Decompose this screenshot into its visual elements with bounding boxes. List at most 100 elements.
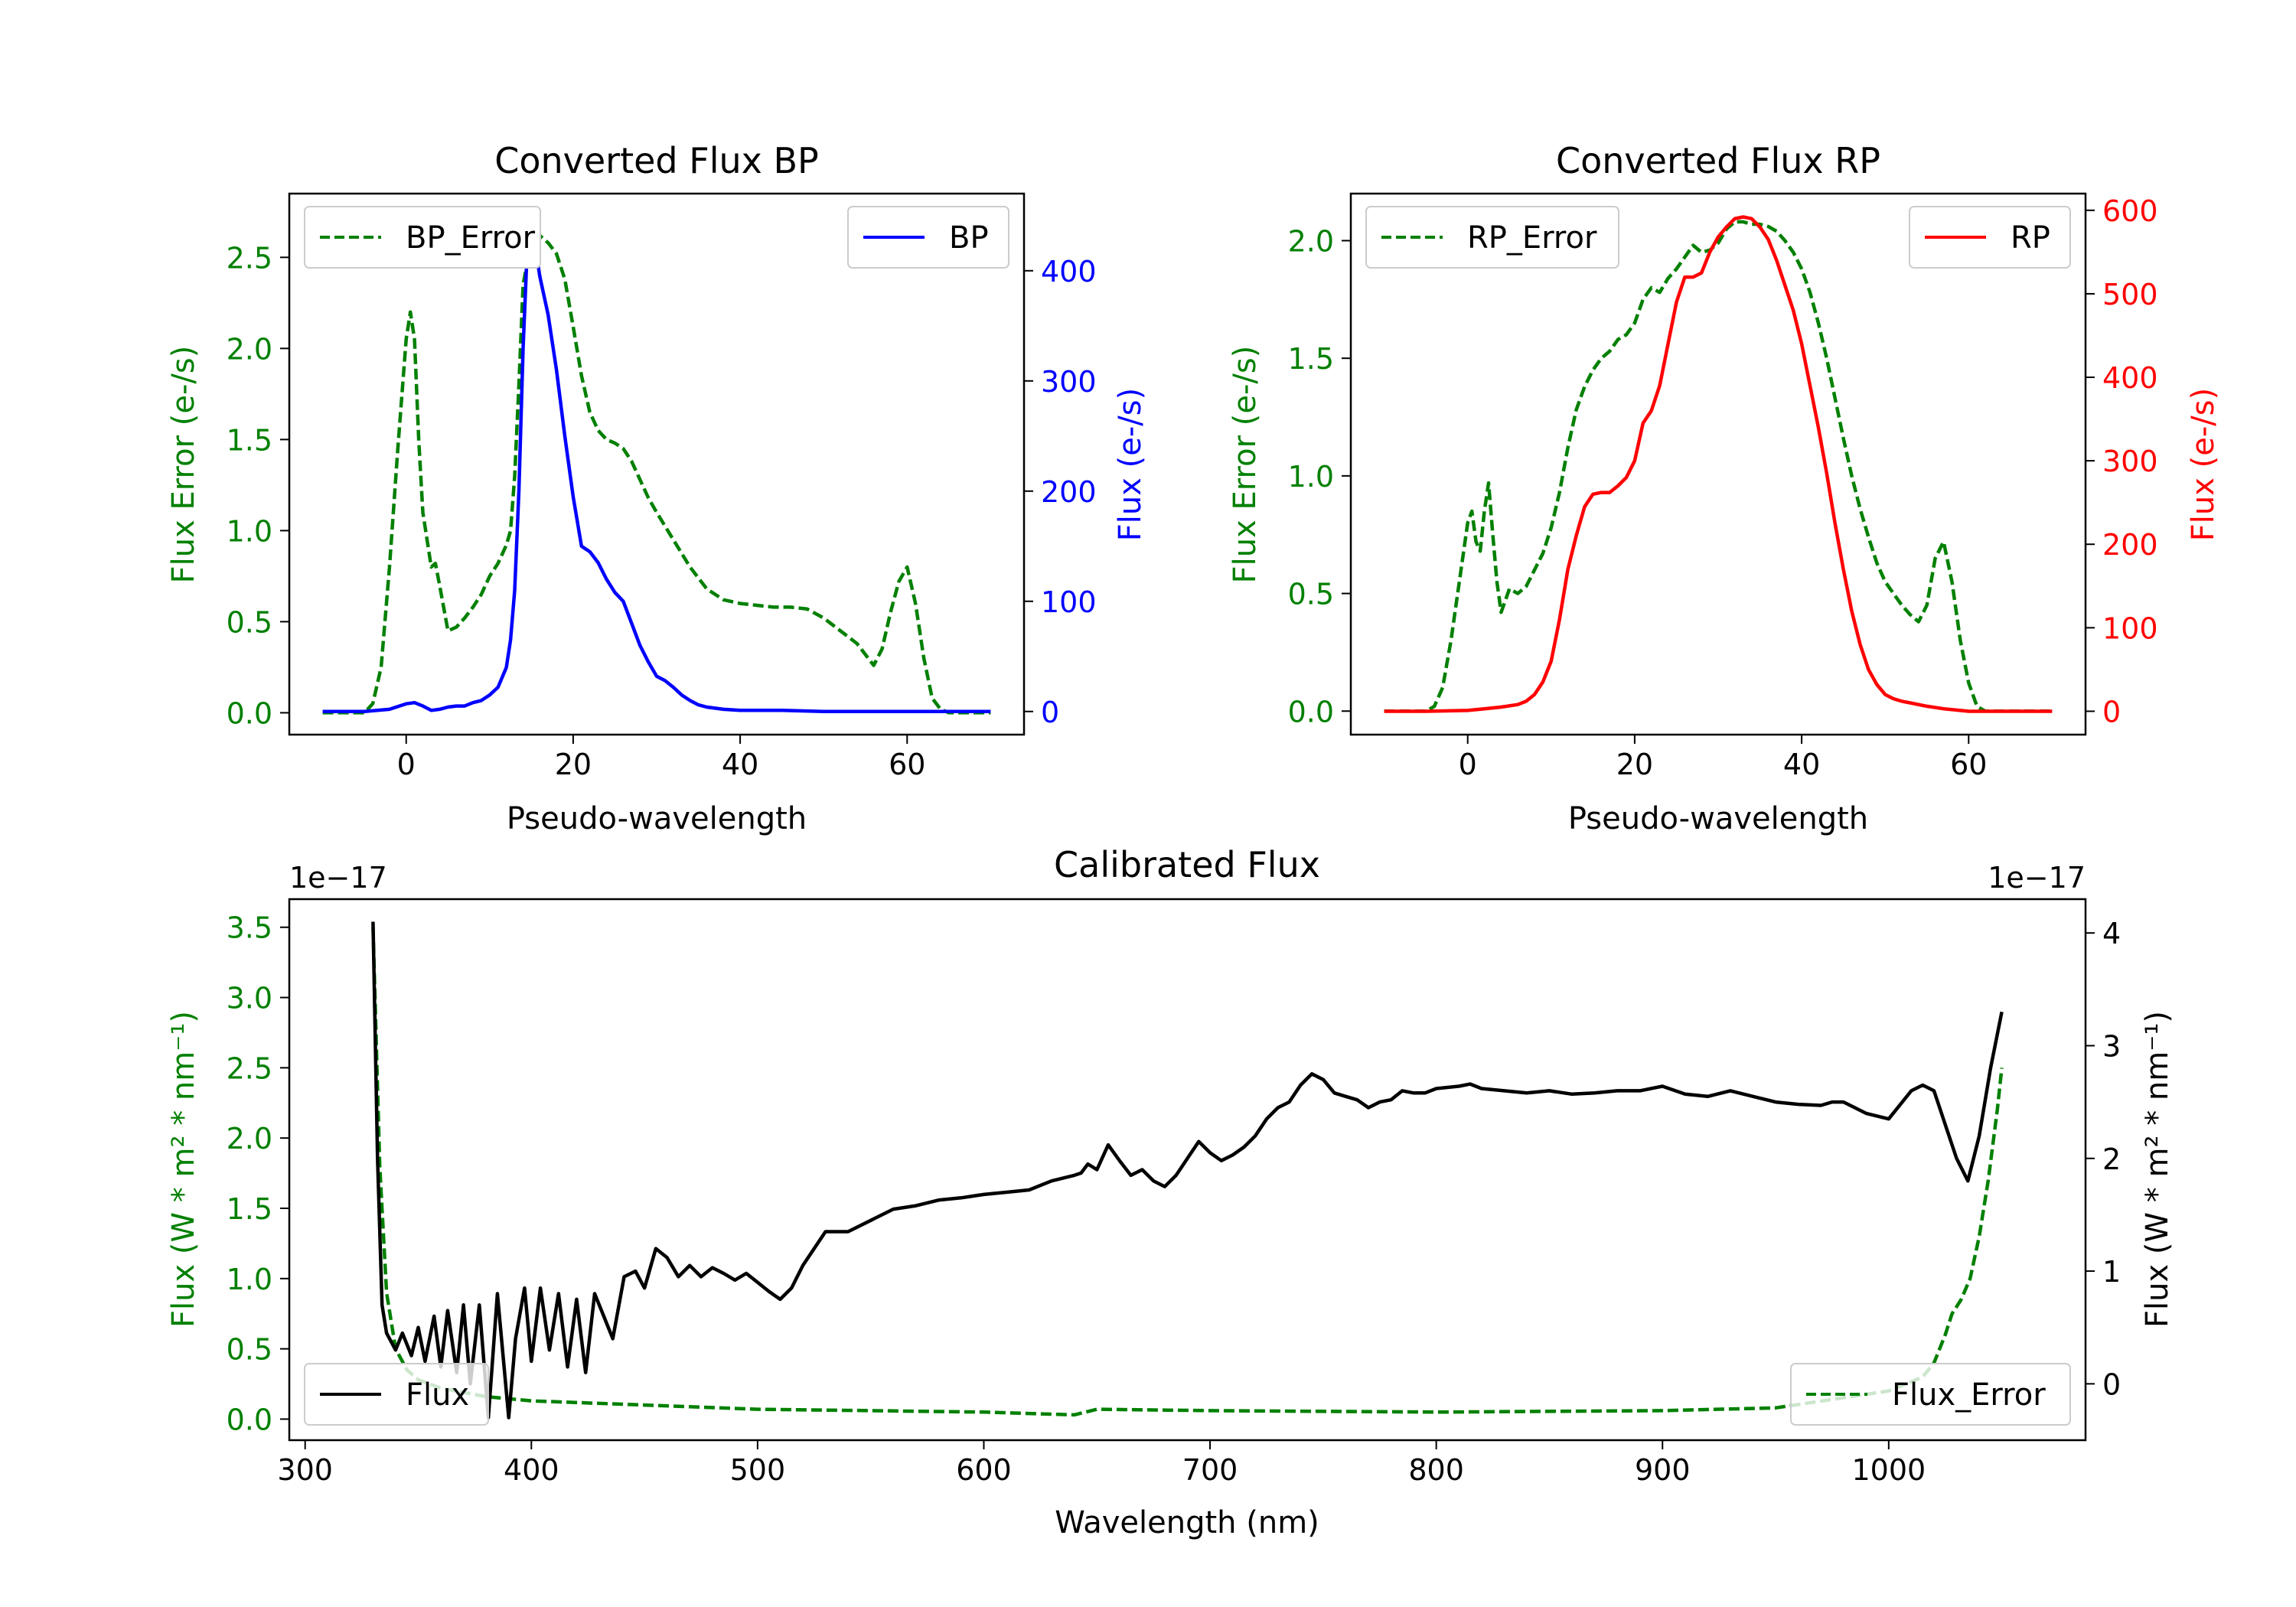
bp-left-y-tick-label: 2.5 (227, 241, 272, 275)
rp-x-tick-label: 40 (1783, 748, 1820, 781)
rp-right-y-tick-label: 500 (2102, 278, 2158, 311)
calibrated-left-y-tick-label: 3.0 (227, 982, 272, 1015)
calibrated-right-y-axis-label: Flux (W * m² * nm⁻¹) (2140, 1011, 2175, 1328)
calibrated-x-tick-label: 900 (1635, 1453, 1691, 1487)
rp-series-rp-error-line (1384, 220, 2053, 713)
rp-x-tick-label: 60 (1950, 748, 1987, 781)
flux-error-legend-box (1790, 1363, 2071, 1426)
rp-right-y-tick-label: 300 (2102, 445, 2158, 478)
calibrated-x-axis-label: Wavelength (nm) (1055, 1505, 1319, 1540)
calibrated-axes-frame (288, 898, 2087, 1442)
bp-left-y-tick-label: 1.5 (227, 423, 272, 457)
rp-x-tick-label: 20 (1616, 748, 1653, 781)
calibrated-left-y-tick-label: 0.0 (227, 1403, 272, 1436)
rp-axes-frame (1349, 192, 2087, 736)
calibrated-left-y-tick-label: 1.5 (227, 1192, 272, 1226)
bp-x-tick-label: 20 (555, 748, 592, 781)
rp-x-ticks: 0 20 40 60 (1459, 735, 1987, 781)
bp-left-y-tick-label: 0.5 (227, 605, 272, 639)
bp-panel-title: Converted Flux BP (494, 140, 819, 181)
rp-panel-title: Converted Flux RP (1556, 140, 1880, 181)
calibrated-x-tick-label: 500 (730, 1453, 786, 1487)
calibrated-x-tick-label: 400 (504, 1453, 559, 1487)
calibrated-left-offset-text: 1e−17 (289, 861, 387, 895)
rp-left-y-tick-label: 2.0 (1288, 224, 1334, 258)
rp-error-legend-box (1365, 206, 1619, 269)
calibrated-right-y-tick-label: 3 (2102, 1029, 2121, 1063)
calibrated-right-y-tick-label: 0 (2102, 1367, 2121, 1401)
bp-series-bp-line (322, 219, 991, 714)
rp-right-y-tick-label: 400 (2102, 361, 2158, 395)
rp-x-tick-label: 0 (1459, 748, 1477, 781)
bp-legend-box (847, 206, 1009, 269)
calibrated-x-tick-label: 300 (277, 1453, 333, 1487)
rp-left-y-tick-label: 1.5 (1288, 342, 1334, 376)
calibrated-right-offset-text: 1e−17 (1988, 861, 2086, 895)
rp-plot-area (1384, 215, 2053, 713)
rp-left-y-tick-label: 1.0 (1288, 460, 1334, 494)
bp-right-y-axis-label: Flux (e-/s) (1113, 388, 1148, 541)
rp-left-y-ticks: 0.0 0.5 1.0 1.5 2.0 (1288, 224, 1351, 729)
flux-error-legend: Flux_Error (1790, 1363, 2071, 1426)
rp-left-y-tick-label: 0.0 (1288, 695, 1334, 729)
bp-right-y-tick-label: 200 (1041, 475, 1097, 509)
bp-error-legend-label: BP_Error (406, 220, 536, 256)
rp-right-y-axis-label: Flux (e-/s) (2186, 388, 2221, 541)
calibrated-right-y-tick-label: 4 (2102, 917, 2121, 950)
rp-right-y-tick-label: 600 (2102, 194, 2158, 228)
rp-error-legend: RP_Error (1365, 206, 1619, 269)
bp-right-y-ticks: 0 100 200 300 400 (1024, 255, 1097, 729)
calibrated-left-y-tick-label: 3.5 (227, 911, 272, 945)
rp-legend-label: RP (2011, 220, 2050, 256)
calibrated-left-y-tick-label: 2.0 (227, 1122, 272, 1156)
bp-left-y-ticks: 0.0 0.5 1.0 1.5 2.0 2.5 (227, 241, 289, 730)
calibrated-series-flux-line (371, 921, 2004, 1420)
calibrated-right-y-tick-label: 2 (2102, 1143, 2121, 1176)
rp-x-axis-label: Pseudo-wavelength (1568, 801, 1868, 836)
calibrated-plot-area (371, 921, 2004, 1420)
calibrated-left-y-tick-label: 1.0 (227, 1263, 272, 1296)
flux-legend-label: Flux (406, 1377, 469, 1413)
calibrated-left-y-tick-label: 0.5 (227, 1333, 272, 1367)
bp-left-y-tick-label: 1.0 (227, 514, 272, 548)
calibrated-panel-title: Calibrated Flux (1054, 844, 1320, 885)
bp-error-legend-box (304, 206, 541, 269)
bp-series-bp-error-line (322, 233, 991, 715)
calibrated-x-tick-label: 1000 (1851, 1453, 1926, 1487)
bp-right-y-tick-label: 300 (1041, 365, 1097, 399)
flux-error-legend-label: Flux_Error (1892, 1377, 2046, 1413)
calibrated-right-y-ticks: 0 1 2 3 4 (2086, 917, 2121, 1401)
rp-error-legend-label: RP_Error (1467, 220, 1597, 256)
bp-left-y-tick-label: 0.0 (227, 696, 272, 730)
bp-x-tick-label: 40 (722, 748, 758, 781)
bp-right-y-tick-label: 400 (1041, 255, 1097, 288)
bp-axes-frame (288, 192, 1026, 736)
calibrated-left-y-ticks: 0.0 0.5 1.0 1.5 2.0 2.5 3.0 3.5 (227, 911, 289, 1436)
rp-series-rp-line (1384, 215, 2053, 713)
rp-right-y-ticks: 0 100 200 300 400 500 600 (2086, 194, 2158, 729)
rp-legend: RP (1909, 206, 2071, 269)
rp-right-y-tick-label: 200 (2102, 528, 2158, 562)
bp-right-y-tick-label: 0 (1041, 696, 1059, 729)
bp-plot-area (322, 219, 991, 715)
bp-x-ticks: 0 20 40 60 (397, 735, 925, 781)
calibrated-x-tick-label: 600 (956, 1453, 1012, 1487)
bp-legend-label: BP (949, 220, 989, 256)
bp-panel: Converted Flux BP 0 20 40 60 0.0 0.5 1.0 1.5 2.… (166, 140, 1148, 836)
rp-panel: Converted Flux RP 0 20 40 60 0.0 0.5 1.0 1.5 2.… (1228, 140, 2221, 836)
bp-left-y-axis-label: Flux Error (e-/s) (166, 346, 201, 584)
calibrated-left-y-axis-label: Flux (W * m² * nm⁻¹) (166, 1011, 201, 1328)
rp-left-y-axis-label: Flux Error (e-/s) (1228, 346, 1263, 584)
rp-legend-box (1909, 206, 2071, 269)
flux-legend: Flux (304, 1363, 489, 1426)
rp-right-y-tick-label: 0 (2102, 695, 2121, 729)
bp-x-tick-label: 60 (889, 748, 925, 781)
rp-left-y-tick-label: 0.5 (1288, 578, 1334, 611)
bp-left-y-tick-label: 2.0 (227, 332, 272, 366)
calibrated-x-ticks: 300 400 500 600 700 800 900 1000 (277, 1440, 1926, 1487)
rp-right-y-tick-label: 100 (2102, 611, 2158, 645)
bp-error-legend: BP_Error (304, 206, 541, 269)
calibrated-right-y-tick-label: 1 (2102, 1255, 2121, 1289)
calibrated-x-tick-label: 800 (1408, 1453, 1464, 1487)
